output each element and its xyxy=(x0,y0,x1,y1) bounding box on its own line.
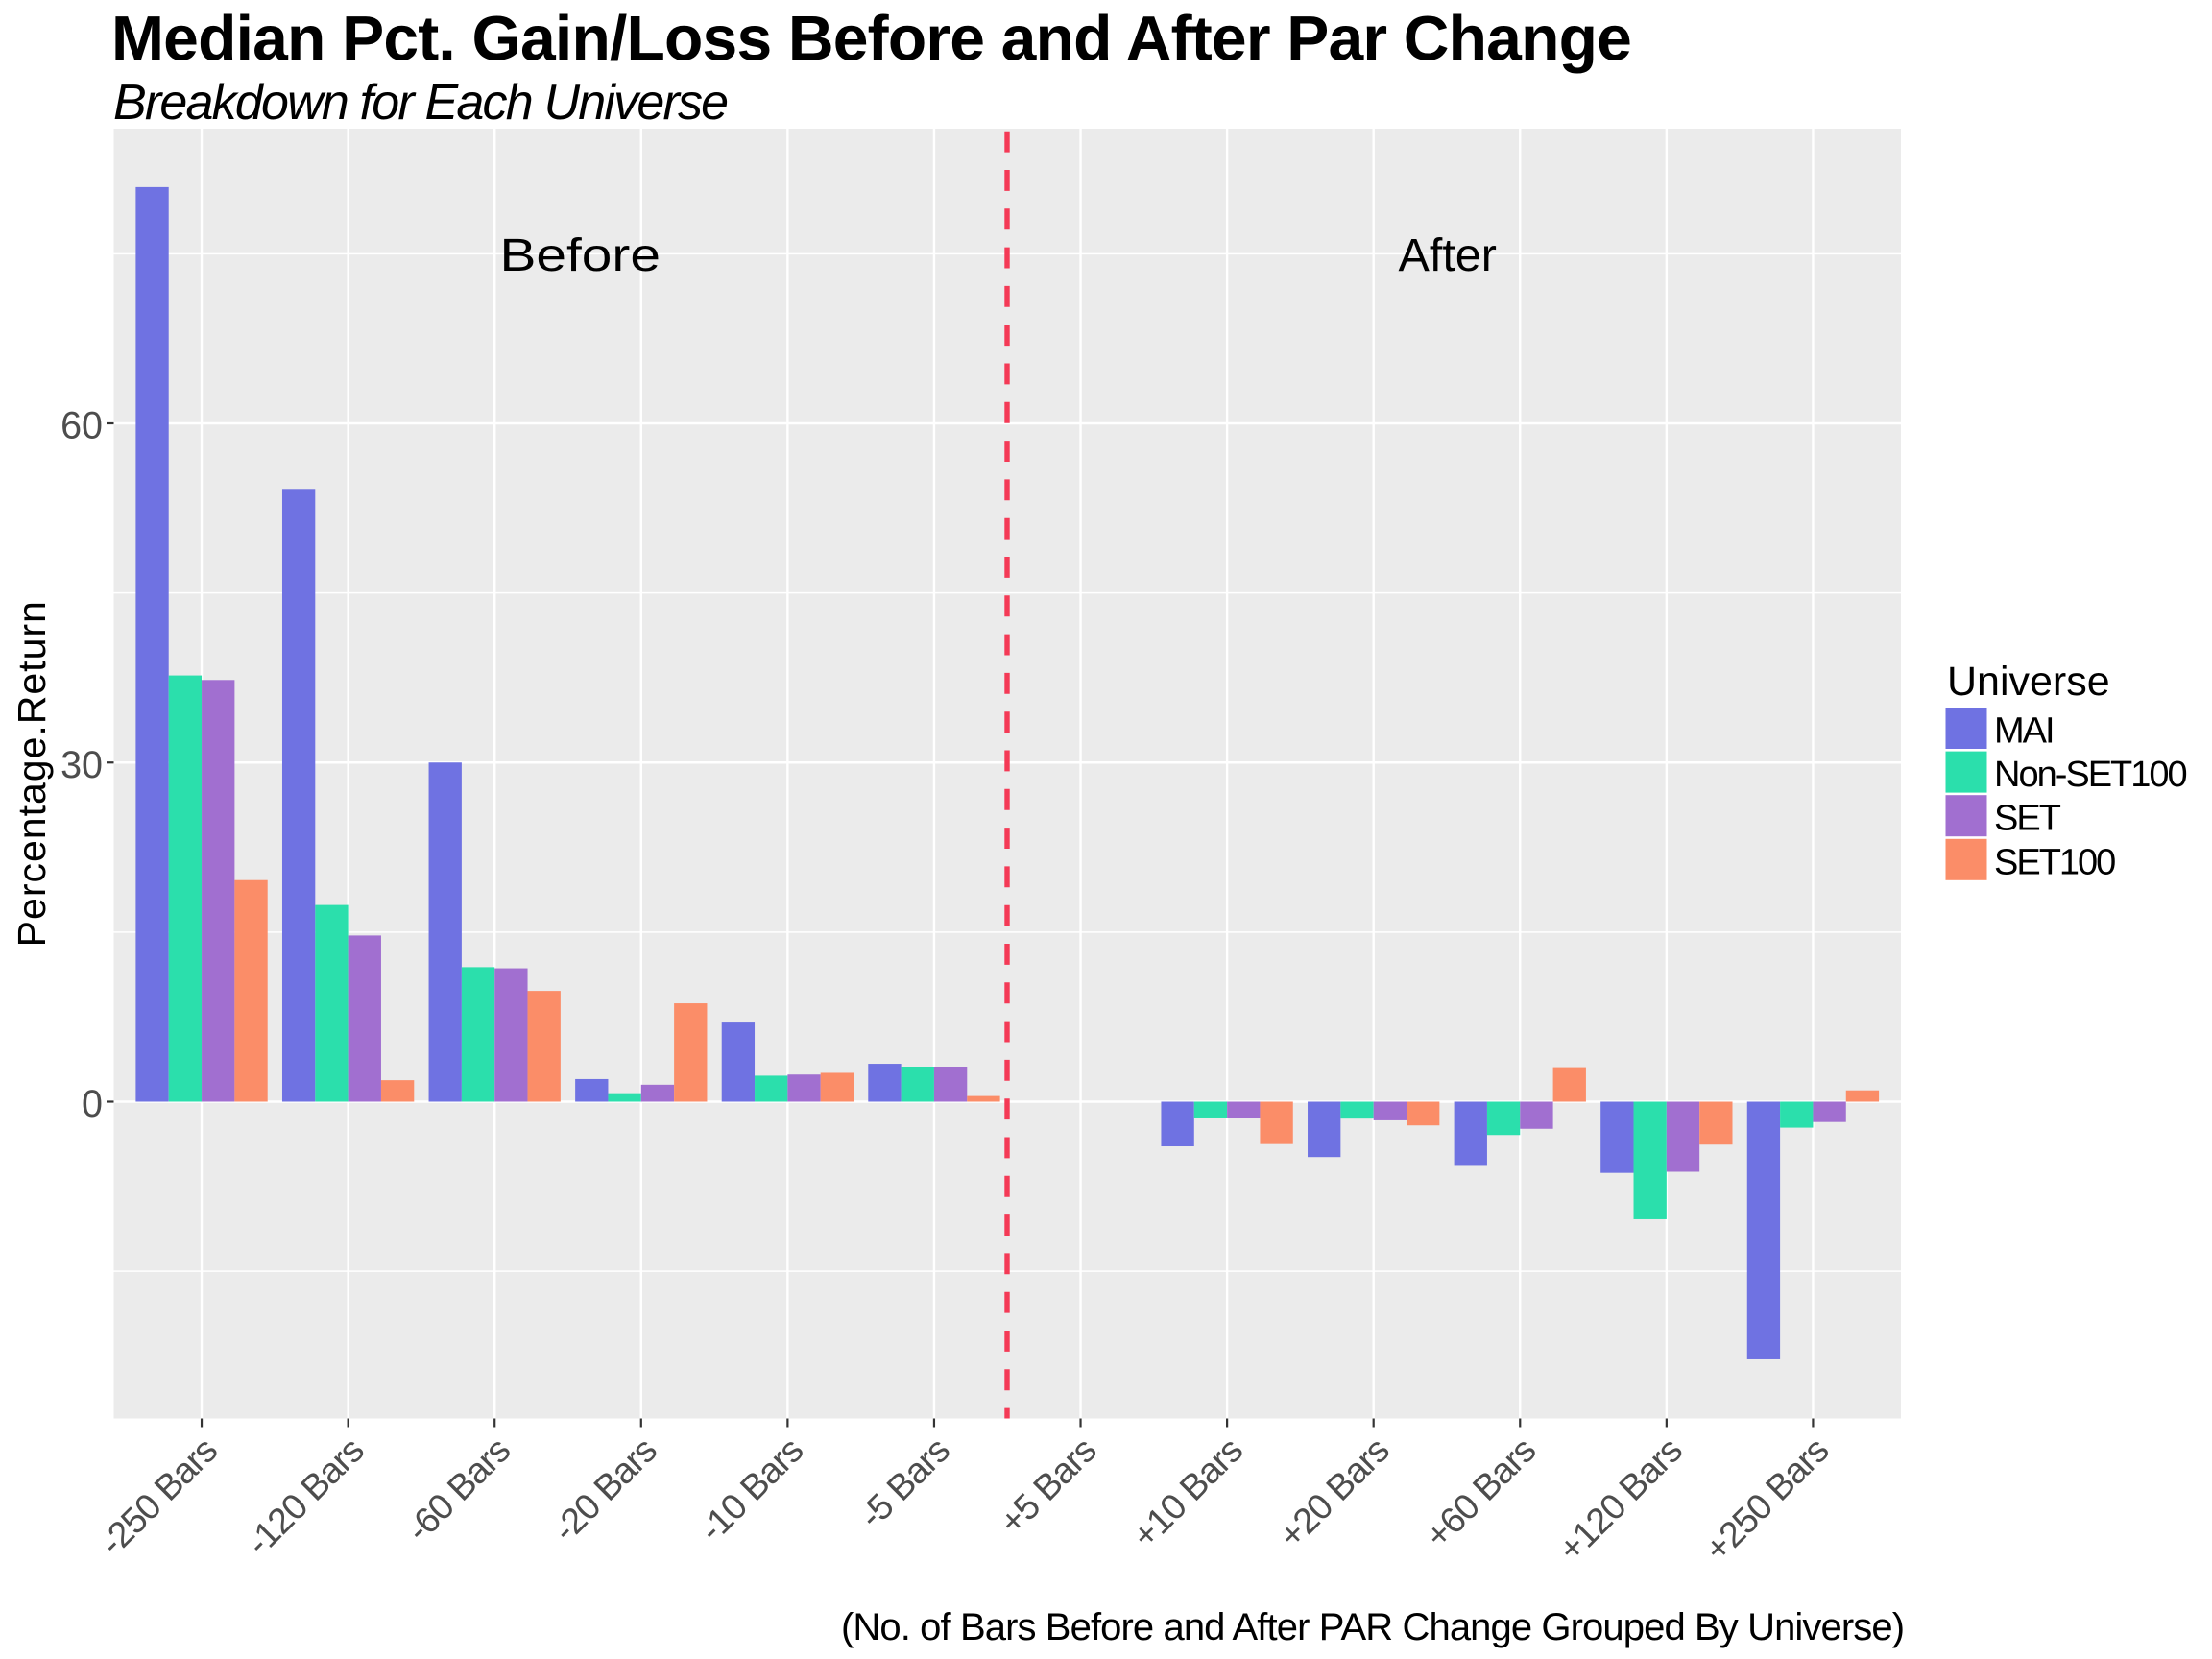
svg-text:Percentage.Return: Percentage.Return xyxy=(10,600,54,947)
svg-text:SET100: SET100 xyxy=(1994,842,2115,882)
svg-text:0: 0 xyxy=(82,1083,103,1125)
svg-text:+250 Bars: +250 Bars xyxy=(1696,1430,1836,1569)
svg-text:-250 Bars: -250 Bars xyxy=(91,1430,224,1562)
svg-text:+20 Bars: +20 Bars xyxy=(1270,1430,1396,1555)
svg-text:+5 Bars: +5 Bars xyxy=(991,1430,1103,1542)
svg-text:-5 Bars: -5 Bars xyxy=(851,1430,956,1535)
svg-text:(No. of Bars Before and After: (No. of Bars Before and After PAR Change… xyxy=(841,1606,1904,1648)
svg-text:After: After xyxy=(1399,229,1497,281)
svg-text:30: 30 xyxy=(60,744,103,786)
svg-text:SET: SET xyxy=(1994,799,2061,839)
svg-text:-20 Bars: -20 Bars xyxy=(544,1430,663,1549)
svg-text:-60 Bars: -60 Bars xyxy=(398,1430,517,1549)
svg-text:Median Pct. Gain/Loss Before a: Median Pct. Gain/Loss Before and After P… xyxy=(111,2,1631,73)
svg-text:Before: Before xyxy=(500,229,661,281)
svg-text:60: 60 xyxy=(60,405,103,447)
svg-text:+120 Bars: +120 Bars xyxy=(1551,1430,1690,1569)
svg-text:+10 Bars: +10 Bars xyxy=(1124,1430,1250,1555)
svg-text:-120 Bars: -120 Bars xyxy=(238,1430,371,1562)
svg-text:+60 Bars: +60 Bars xyxy=(1417,1430,1543,1555)
svg-text:-10 Bars: -10 Bars xyxy=(691,1430,810,1549)
svg-text:Breakdown for Each Universe: Breakdown for Each Universe xyxy=(113,75,727,131)
svg-text:Non-SET100: Non-SET100 xyxy=(1994,755,2187,795)
svg-text:MAI: MAI xyxy=(1994,711,2054,752)
svg-text:Universe: Universe xyxy=(1947,659,2110,705)
